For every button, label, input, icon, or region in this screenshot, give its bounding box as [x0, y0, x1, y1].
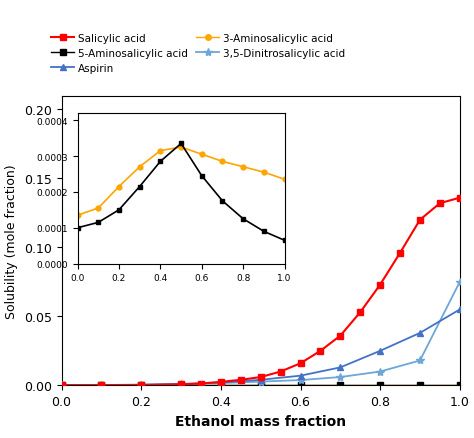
5-Aminosalicylic acid — [417, 383, 423, 388]
Aspirin — [417, 331, 423, 336]
Salicylic acid — [417, 218, 423, 223]
Aspirin — [457, 307, 463, 312]
Y-axis label: Solubility (mole fraction): Solubility (mole fraction) — [5, 164, 18, 318]
3-Aminosalicylic acid — [337, 383, 343, 388]
3-Aminosalicylic acid — [59, 383, 64, 388]
Salicylic acid — [198, 381, 204, 386]
Aspirin — [377, 348, 383, 353]
3-Aminosalicylic acid — [457, 383, 463, 388]
3-Aminosalicylic acid — [258, 383, 264, 388]
Salicylic acid — [59, 383, 64, 388]
Salicylic acid — [337, 333, 343, 339]
Salicylic acid — [138, 382, 144, 388]
3,5-Dinitrosalicylic acid — [377, 369, 383, 374]
3,5-Dinitrosalicylic acid — [417, 358, 423, 363]
3,5-Dinitrosalicylic acid — [138, 382, 144, 388]
Line: Salicylic acid: Salicylic acid — [58, 195, 463, 389]
3-Aminosalicylic acid — [417, 383, 423, 388]
3-Aminosalicylic acid — [377, 383, 383, 388]
5-Aminosalicylic acid — [99, 383, 104, 388]
3,5-Dinitrosalicylic acid — [59, 383, 64, 388]
5-Aminosalicylic acid — [298, 383, 303, 388]
3-Aminosalicylic acid — [178, 383, 184, 388]
Salicylic acid — [377, 283, 383, 288]
5-Aminosalicylic acid — [178, 383, 184, 388]
5-Aminosalicylic acid — [138, 383, 144, 388]
X-axis label: Ethanol mass fraction: Ethanol mass fraction — [175, 413, 346, 427]
3-Aminosalicylic acid — [138, 383, 144, 388]
Salicylic acid — [238, 377, 244, 382]
Salicylic acid — [397, 251, 403, 256]
Aspirin — [337, 365, 343, 370]
Salicylic acid — [218, 379, 224, 385]
Aspirin — [59, 383, 64, 388]
3,5-Dinitrosalicylic acid — [298, 378, 303, 383]
Salicylic acid — [258, 374, 264, 380]
3-Aminosalicylic acid — [298, 383, 303, 388]
3,5-Dinitrosalicylic acid — [218, 381, 224, 386]
3,5-Dinitrosalicylic acid — [457, 279, 463, 285]
3,5-Dinitrosalicylic acid — [258, 379, 264, 385]
3,5-Dinitrosalicylic acid — [99, 383, 104, 388]
5-Aminosalicylic acid — [457, 383, 463, 388]
Aspirin — [218, 380, 224, 385]
Aspirin — [178, 381, 184, 387]
5-Aminosalicylic acid — [59, 383, 64, 388]
Aspirin — [298, 373, 303, 378]
Aspirin — [99, 382, 104, 388]
Legend: Salicylic acid, 5-Aminosalicylic acid, Aspirin, 3-Aminosalicylic acid, 3,5-Dinit: Salicylic acid, 5-Aminosalicylic acid, A… — [47, 29, 350, 78]
Salicylic acid — [357, 310, 363, 315]
Salicylic acid — [298, 361, 303, 366]
Aspirin — [258, 377, 264, 382]
Line: 3,5-Dinitrosalicylic acid: 3,5-Dinitrosalicylic acid — [57, 278, 464, 389]
Salicylic acid — [437, 201, 443, 206]
Aspirin — [138, 382, 144, 387]
3-Aminosalicylic acid — [99, 383, 104, 388]
Line: Aspirin: Aspirin — [58, 306, 463, 389]
5-Aminosalicylic acid — [337, 383, 343, 388]
5-Aminosalicylic acid — [218, 383, 224, 388]
3,5-Dinitrosalicylic acid — [337, 374, 343, 380]
3-Aminosalicylic acid — [218, 383, 224, 388]
Line: 5-Aminosalicylic acid: 5-Aminosalicylic acid — [59, 383, 463, 388]
Salicylic acid — [278, 369, 283, 374]
5-Aminosalicylic acid — [258, 383, 264, 388]
Salicylic acid — [99, 383, 104, 388]
Salicylic acid — [178, 382, 184, 387]
3,5-Dinitrosalicylic acid — [178, 381, 184, 387]
Salicylic acid — [457, 196, 463, 201]
Salicylic acid — [318, 348, 323, 353]
5-Aminosalicylic acid — [377, 383, 383, 388]
Line: 3-Aminosalicylic acid: 3-Aminosalicylic acid — [59, 383, 463, 388]
